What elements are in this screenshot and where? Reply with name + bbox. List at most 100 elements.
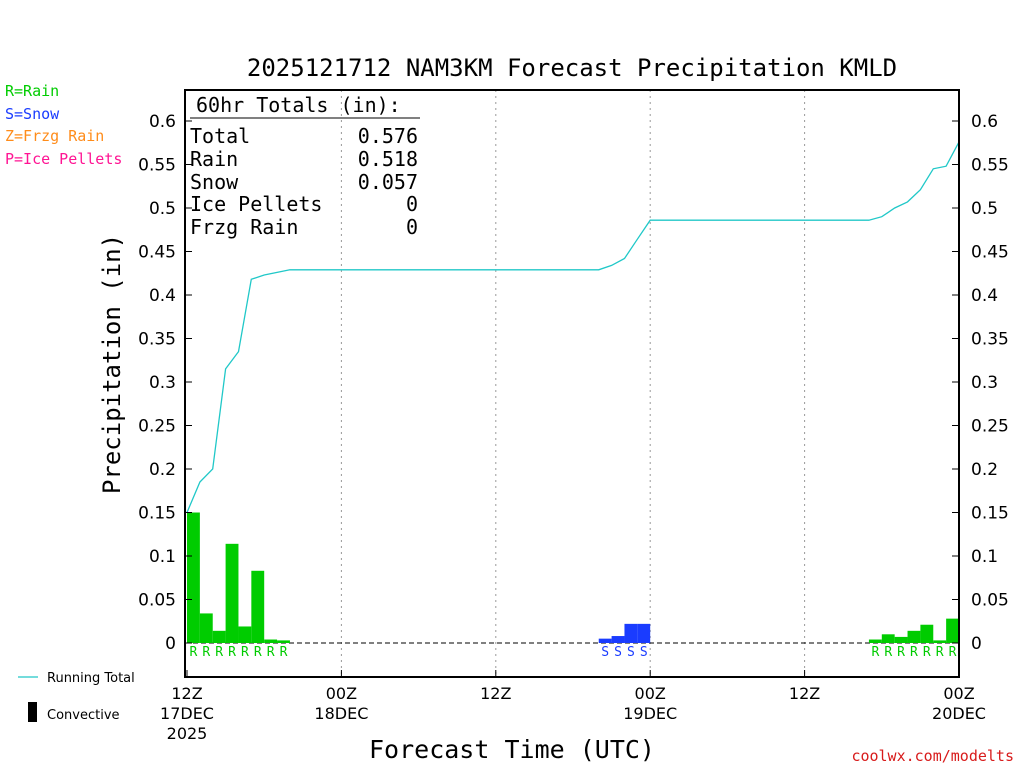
x-axis-title: Forecast Time (UTC) bbox=[369, 735, 655, 764]
y-tick-label-right: 0 bbox=[971, 634, 982, 654]
precip-bar bbox=[624, 623, 638, 643]
precip-bar bbox=[187, 512, 200, 643]
precip-type-letter: R bbox=[910, 645, 918, 660]
totals-label-snow: Snow bbox=[190, 170, 239, 194]
precip-bar bbox=[907, 630, 921, 643]
y-axis-left: 0 0.05 0.1 0.15 0.2 0.25 0.3 0.35 0.4 0.45 0.5 0.55… bbox=[138, 112, 192, 654]
precip-type-letter: R bbox=[267, 645, 275, 660]
precip-type-letter: R bbox=[241, 645, 249, 660]
legend-running-total: Running Total bbox=[47, 671, 135, 686]
x-tick-time: 00Z bbox=[635, 684, 666, 703]
type-legend: R=Rain S=Snow Z=Frzg Rain P=Ice Pellets bbox=[5, 82, 122, 168]
y-tick-label-left: 0.4 bbox=[149, 286, 176, 306]
y-axis-right: 0 0.05 0.1 0.15 0.2 0.25 0.3 0.35 0.4 0.45 0.5 0.55… bbox=[952, 112, 1009, 654]
precip-type-letter: S bbox=[640, 645, 648, 660]
totals-label-rain: Rain bbox=[190, 147, 238, 171]
precip-type-letter: R bbox=[202, 645, 210, 660]
precip-bar bbox=[251, 570, 265, 643]
precip-bar bbox=[238, 626, 252, 643]
precip-type-letter: R bbox=[897, 645, 905, 660]
precip-bar bbox=[611, 636, 625, 643]
y-tick-label-right: 0.55 bbox=[971, 156, 1009, 176]
legend-rain: R=Rain bbox=[5, 82, 59, 100]
precip-bar bbox=[264, 639, 278, 643]
y-tick-label-right: 0.4 bbox=[971, 286, 998, 306]
x-tick-year: 2025 bbox=[167, 724, 208, 743]
y-tick-label-right: 0.3 bbox=[971, 373, 998, 393]
x-tick-date: 17DEC bbox=[160, 704, 214, 723]
precip-bar bbox=[920, 624, 934, 643]
precip-type-letter: R bbox=[215, 645, 223, 660]
y-tick-label-left: 0.2 bbox=[149, 460, 176, 480]
precip-bar bbox=[933, 640, 947, 643]
credit-text: coolwx.com/modelts bbox=[851, 747, 1014, 765]
precip-bar bbox=[212, 630, 226, 643]
totals-label-frzg-rain: Frzg Rain bbox=[190, 215, 298, 239]
precip-type-letter: S bbox=[614, 645, 622, 660]
y-tick-label-left: 0.35 bbox=[138, 330, 176, 350]
precip-type-letter: R bbox=[190, 645, 198, 660]
precip-bar bbox=[868, 639, 882, 643]
convective-swatch bbox=[28, 702, 37, 722]
y-tick-label-right: 0.2 bbox=[971, 460, 998, 480]
y-tick-label-left: 0.05 bbox=[138, 591, 176, 611]
grid-lines bbox=[340, 90, 806, 677]
y-tick-label-left: 0.15 bbox=[138, 504, 176, 524]
plot-frame bbox=[184, 89, 960, 678]
chart-title: 2025121712 NAM3KM Forecast Precipitation… bbox=[247, 54, 897, 82]
y-tick-label-left: 0.25 bbox=[138, 417, 176, 437]
totals-value-snow: 0.057 bbox=[358, 170, 418, 194]
precip-bar bbox=[225, 543, 239, 643]
legend-convective: Convective bbox=[47, 708, 120, 723]
y-tick-label-left: 0.6 bbox=[149, 112, 176, 132]
totals-label-ice-pellets: Ice Pellets bbox=[190, 192, 322, 216]
y-tick-label-right: 0.25 bbox=[971, 417, 1009, 437]
precip-type-letter: R bbox=[923, 645, 931, 660]
x-tick-time: 12Z bbox=[171, 684, 202, 703]
precip-type-letter: R bbox=[871, 645, 879, 660]
x-tick-time: 00Z bbox=[943, 684, 974, 703]
precip-bar bbox=[277, 640, 290, 643]
y-tick-label-left: 0.3 bbox=[149, 373, 176, 393]
precip-type-letter: R bbox=[280, 645, 288, 660]
x-tick-time: 12Z bbox=[789, 684, 820, 703]
x-tick-date: 18DEC bbox=[314, 704, 368, 723]
totals-label-total: Total bbox=[190, 124, 250, 148]
legend-frzg-rain: Z=Frzg Rain bbox=[5, 127, 104, 145]
y-tick-label-left: 0.1 bbox=[149, 547, 176, 567]
precip-bar bbox=[946, 618, 959, 643]
y-tick-label-right: 0.15 bbox=[971, 504, 1009, 524]
running-total-line bbox=[186, 141, 960, 513]
legend-snow: S=Snow bbox=[5, 105, 60, 123]
y-tick-label-left: 0.5 bbox=[149, 199, 176, 219]
precip-type-letter: R bbox=[936, 645, 944, 660]
totals-value-total: 0.576 bbox=[358, 124, 418, 148]
precip-bar bbox=[598, 638, 612, 643]
legend-ice-pellets: P=Ice Pellets bbox=[5, 150, 122, 168]
totals-value-frzg-rain: 0 bbox=[406, 215, 418, 239]
precip-bar bbox=[637, 623, 651, 643]
x-tick-date: 19DEC bbox=[623, 704, 677, 723]
precip-bars bbox=[187, 512, 959, 643]
totals-box: 60hr Totals (in): Total 0.576 Rain 0.518… bbox=[190, 93, 420, 239]
precip-type-letter: R bbox=[949, 645, 957, 660]
y-tick-label-left: 0 bbox=[165, 634, 176, 654]
precip-bar bbox=[199, 613, 213, 643]
y-tick-label-left: 0.45 bbox=[138, 243, 176, 263]
y-tick-label-right: 0.6 bbox=[971, 112, 998, 132]
x-tick-date: 20DEC bbox=[932, 704, 986, 723]
y-axis-title: Precipitation (in) bbox=[98, 234, 126, 494]
x-tick-time: 00Z bbox=[326, 684, 357, 703]
precip-type-letter: R bbox=[884, 645, 892, 660]
y-tick-label-right: 0.05 bbox=[971, 591, 1009, 611]
y-tick-label-right: 0.35 bbox=[971, 330, 1009, 350]
precip-type-letter: S bbox=[601, 645, 609, 660]
series-legend: Running Total Convective bbox=[18, 671, 135, 723]
precip-bar bbox=[894, 636, 908, 643]
totals-value-ice-pellets: 0 bbox=[406, 192, 418, 216]
x-tick-time: 12Z bbox=[480, 684, 511, 703]
y-tick-label-right: 0.5 bbox=[971, 199, 998, 219]
precip-type-letter: R bbox=[228, 645, 236, 660]
